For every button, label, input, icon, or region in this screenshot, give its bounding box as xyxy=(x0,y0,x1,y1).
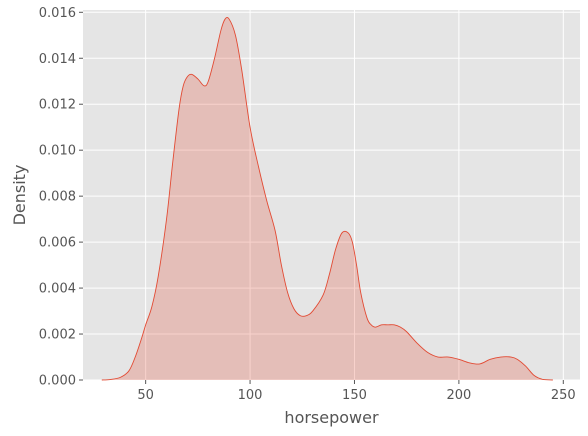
x-tick-label: 50 xyxy=(137,388,154,403)
x-tick-label: 100 xyxy=(238,388,263,403)
y-tick-label: 0.000 xyxy=(39,374,76,389)
y-axis-ticks: 0.000 0.002 0.004 0.006 0.008 0.010 0.012 0.014… xyxy=(39,6,83,389)
x-tick-label: 200 xyxy=(446,388,471,403)
y-tick-label: 0.004 xyxy=(39,282,76,297)
density-line xyxy=(101,17,553,381)
x-tick-label: 150 xyxy=(342,388,367,403)
x-axis-label: horsepower xyxy=(284,408,379,427)
plot-background xyxy=(83,10,580,380)
y-axis-label: Density xyxy=(10,165,29,226)
x-tick-label: 250 xyxy=(551,388,576,403)
y-tick-label: 0.002 xyxy=(39,328,76,343)
density-area xyxy=(101,17,553,380)
y-tick-label: 0.014 xyxy=(39,52,76,67)
y-tick-label: 0.008 xyxy=(39,190,76,205)
y-tick-label: 0.012 xyxy=(39,98,76,113)
y-tick-label: 0.010 xyxy=(39,144,76,159)
y-tick-label: 0.006 xyxy=(39,236,76,251)
y-tick-label: 0.016 xyxy=(39,6,76,21)
x-axis-ticks: 50 100 150 200 250 xyxy=(137,380,576,403)
gridlines xyxy=(83,10,580,381)
